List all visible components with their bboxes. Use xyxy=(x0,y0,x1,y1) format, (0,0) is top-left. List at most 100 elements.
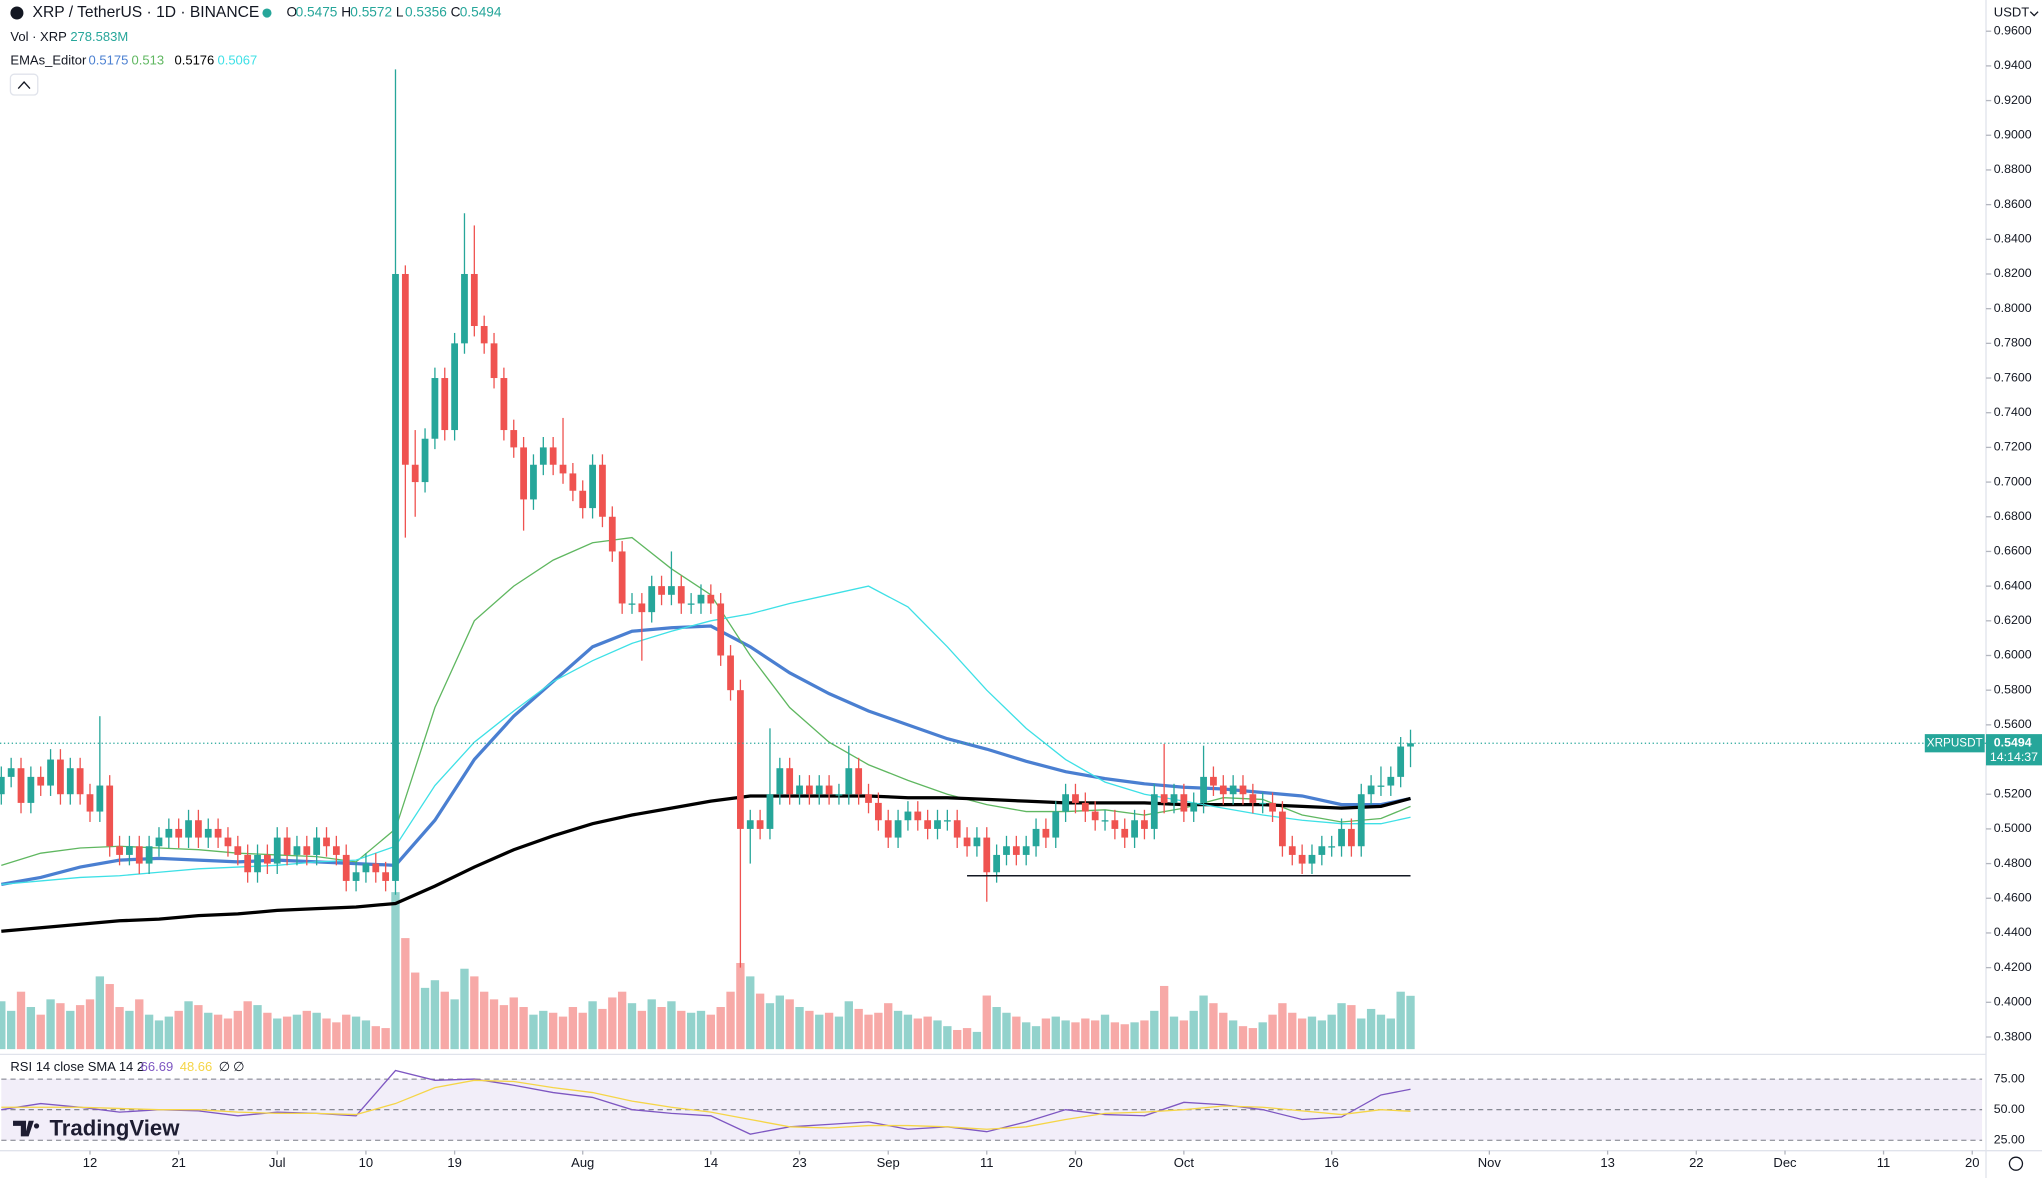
candle-body xyxy=(1042,828,1050,838)
ohlc-letter: H xyxy=(341,5,351,20)
volume-bar xyxy=(351,1016,361,1050)
candle-body xyxy=(1288,846,1296,855)
candle-body xyxy=(214,828,222,838)
candle-body xyxy=(973,837,981,847)
volume-bar xyxy=(450,999,459,1050)
candle-body xyxy=(983,837,991,873)
volume-bar xyxy=(1337,1003,1346,1050)
x-tick-label: 11 xyxy=(980,1155,994,1170)
symbol-title: XRP / TetherUS · 1D · BINANCE xyxy=(33,4,260,21)
volume-bar xyxy=(342,1014,351,1050)
volume-bar xyxy=(1357,1018,1366,1050)
ohlc-letter: L xyxy=(396,5,404,20)
x-tick-label: Dec xyxy=(1773,1155,1797,1170)
x-tick-label: 20 xyxy=(1068,1155,1082,1170)
volume-bar xyxy=(539,1010,548,1050)
settings-button[interactable] xyxy=(2008,1156,2024,1171)
candle-body xyxy=(914,811,922,821)
volume-bar xyxy=(1347,1005,1356,1050)
symbol-logo xyxy=(10,6,24,20)
volume-bar xyxy=(1199,995,1208,1050)
candle-body xyxy=(293,846,301,855)
volume-bar xyxy=(1130,1022,1139,1050)
y-tick-label: 0.6600 xyxy=(1994,544,2032,558)
market-status xyxy=(262,8,272,18)
x-tick-label: Aug xyxy=(571,1155,594,1170)
overlay-value: 0.513 xyxy=(132,53,165,68)
candle-body xyxy=(461,273,468,344)
candle-body xyxy=(904,811,912,821)
volume-bar xyxy=(184,1001,193,1050)
candle-body xyxy=(618,551,626,604)
volume-bar xyxy=(884,1003,893,1050)
candle-body xyxy=(451,343,459,431)
volume-bar xyxy=(716,1007,725,1050)
candle-body xyxy=(1190,802,1198,812)
volume-bar xyxy=(381,1028,390,1050)
y-tick-label: 0.4200 xyxy=(1994,960,2032,974)
volume-bar xyxy=(154,1020,164,1050)
volume-bar xyxy=(785,999,794,1050)
candle-body xyxy=(934,820,941,829)
volume-bar xyxy=(1189,1010,1198,1050)
volume-bar xyxy=(1051,1016,1060,1050)
rsi-title: RSI 14 close SMA 14 2 xyxy=(10,1059,144,1074)
countdown: 14:14:37 xyxy=(1990,750,2038,764)
volume-bar xyxy=(775,995,784,1050)
volume-bar xyxy=(144,1014,154,1050)
candle-body xyxy=(441,378,449,431)
candle-body xyxy=(273,837,281,864)
y-tick-label: 0.9200 xyxy=(1994,93,2032,107)
volume-bar xyxy=(223,1018,233,1050)
volume-bar xyxy=(992,1007,1001,1050)
candle-body xyxy=(1003,846,1010,855)
volume-bar xyxy=(85,999,95,1050)
collapse-button[interactable] xyxy=(9,73,39,96)
volume-bar xyxy=(509,997,518,1050)
volume-bar xyxy=(36,1014,45,1050)
x-tick-label: 13 xyxy=(1600,1155,1614,1170)
volume-bar xyxy=(16,991,26,1050)
currency-dropdown[interactable] xyxy=(2029,11,2039,17)
candle-body xyxy=(855,768,863,795)
symbol-tag-label: XRPUSDT xyxy=(1927,736,1983,749)
candle-body xyxy=(1397,746,1405,777)
x-tick-label: 19 xyxy=(447,1155,461,1170)
candle-body xyxy=(106,785,114,847)
volume-bar xyxy=(302,1010,311,1050)
candle-body xyxy=(953,820,961,838)
volume-bar xyxy=(834,1016,844,1050)
candle-body xyxy=(244,854,252,873)
volume-bar xyxy=(194,1005,203,1050)
candle-body xyxy=(658,586,665,595)
volume-bar xyxy=(499,1005,509,1050)
y-tick-label: 0.5000 xyxy=(1994,821,2032,835)
volume-bar xyxy=(805,1010,814,1050)
candle-body xyxy=(569,473,577,491)
volume-bar xyxy=(292,1014,302,1050)
candle-body xyxy=(559,464,567,474)
candle-body xyxy=(175,828,183,838)
y-tick-label: 0.8600 xyxy=(1994,197,2032,211)
candle-body xyxy=(668,586,675,595)
volume-bar xyxy=(204,1012,213,1050)
volume-bar xyxy=(933,1020,942,1050)
volume-bar xyxy=(558,1016,568,1050)
candle-body xyxy=(1239,785,1247,795)
candle-body xyxy=(786,768,794,795)
candle-body xyxy=(1357,794,1365,847)
y-tick-label: 0.8800 xyxy=(1994,162,2032,176)
candle-body xyxy=(1348,828,1355,847)
candle-body xyxy=(1180,794,1188,812)
volume-bar xyxy=(1278,1003,1287,1050)
candle-body xyxy=(372,863,380,873)
candle-body xyxy=(37,776,45,786)
currency-box: USDT xyxy=(1994,4,2039,19)
symbol-tag xyxy=(1924,734,1985,753)
candle-body xyxy=(1032,828,1040,847)
volume-bar xyxy=(1238,1026,1248,1050)
volume-bar xyxy=(667,1001,676,1050)
volume-bar xyxy=(1159,985,1169,1050)
volume-bar xyxy=(962,1028,972,1050)
volume-bar xyxy=(765,1003,775,1050)
